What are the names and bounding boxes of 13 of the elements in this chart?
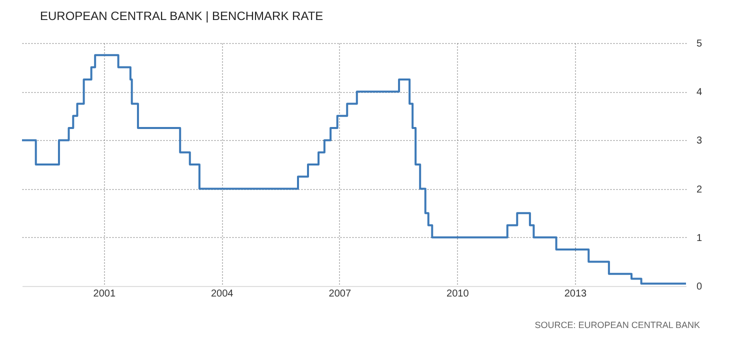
source-note: SOURCE: EUROPEAN CENTRAL BANK [534,320,700,330]
chart-title: EUROPEAN CENTRAL BANK | BENCHMARK RATE [40,9,324,23]
x-tick-label: 2010 [446,288,470,300]
x-tick-label: 2013 [564,288,588,300]
y-tick-label: 4 [696,87,702,98]
y-tick-label: 2 [696,184,702,196]
y-tick-label: 3 [696,136,702,147]
x-tick-label: 2004 [210,288,234,300]
x-tick-label: 2001 [93,288,116,300]
x-tick-label: 2007 [328,288,352,300]
y-tick-label: 5 [696,38,702,50]
y-tick-label: 0 [696,282,702,292]
y-tick-label: 1 [696,232,702,244]
